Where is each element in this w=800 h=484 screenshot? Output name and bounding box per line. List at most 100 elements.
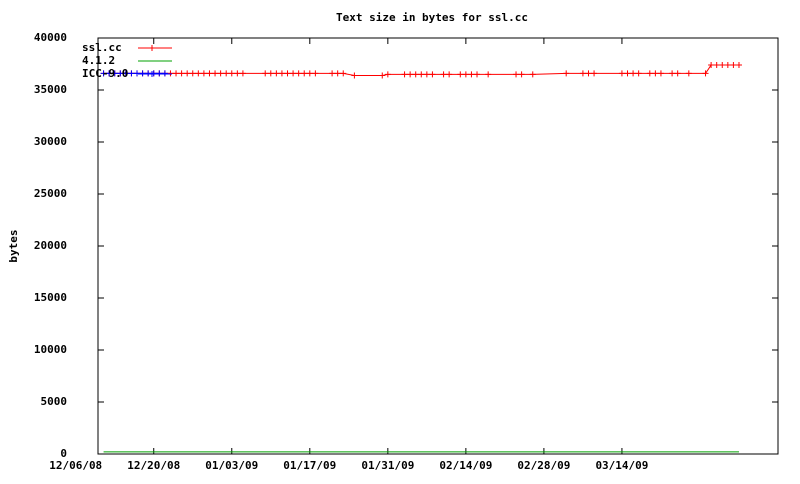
point-marker	[474, 71, 481, 78]
point-marker	[401, 71, 408, 78]
point-marker	[134, 70, 141, 77]
point-marker	[407, 71, 414, 78]
point-marker	[418, 71, 425, 78]
point-marker	[239, 70, 246, 77]
point-marker	[657, 70, 664, 77]
point-marker	[306, 70, 313, 77]
legend-label: ICC-9.0	[82, 67, 128, 80]
y-axis-label: bytes	[7, 229, 20, 262]
point-marker	[184, 70, 191, 77]
point-marker	[708, 62, 715, 69]
point-marker	[122, 70, 129, 77]
point-marker	[284, 70, 291, 77]
point-marker	[206, 70, 213, 77]
point-marker	[585, 70, 592, 77]
point-marker	[646, 70, 653, 77]
point-marker	[485, 71, 492, 78]
point-marker	[212, 70, 219, 77]
y-tick-label: 35000	[34, 83, 67, 96]
legend-label: ssl.cc	[82, 41, 122, 54]
chart-title: Text size in bytes for ssl.cc	[336, 11, 528, 24]
point-marker	[329, 70, 336, 77]
point-marker	[111, 70, 118, 77]
point-marker	[189, 70, 196, 77]
x-tick-label: 02/28/09	[517, 459, 570, 472]
point-marker	[669, 70, 676, 77]
y-tick-label: 10000	[34, 343, 67, 356]
point-marker	[423, 71, 430, 78]
point-marker	[312, 70, 319, 77]
point-marker	[290, 70, 297, 77]
point-marker	[340, 70, 347, 77]
point-marker	[145, 70, 152, 77]
y-tick-label: 0	[60, 447, 67, 460]
point-marker	[429, 71, 436, 78]
point-marker	[635, 70, 642, 77]
y-tick-label: 15000	[34, 291, 67, 304]
x-tick-label: 01/31/09	[361, 459, 414, 472]
x-tick-label: 01/03/09	[205, 459, 258, 472]
point-marker	[117, 70, 124, 77]
point-marker	[630, 70, 637, 77]
point-marker	[730, 62, 737, 69]
point-marker	[228, 70, 235, 77]
point-marker	[273, 70, 280, 77]
point-marker	[685, 70, 692, 77]
point-marker	[579, 70, 586, 77]
point-marker	[735, 62, 742, 69]
x-tick-label: 01/17/09	[283, 459, 336, 472]
point-marker	[719, 62, 726, 69]
y-tick-label: 25000	[34, 187, 67, 200]
point-marker	[513, 71, 520, 78]
x-tick-label: 12/06/08	[49, 459, 102, 472]
point-marker	[100, 70, 107, 77]
point-marker	[234, 70, 241, 77]
point-marker	[462, 71, 469, 78]
point-marker	[262, 70, 269, 77]
point-marker	[563, 70, 570, 77]
x-tick-label: 02/14/09	[439, 459, 492, 472]
point-marker	[223, 70, 230, 77]
point-marker	[618, 70, 625, 77]
point-marker	[591, 70, 598, 77]
y-tick-label: 20000	[34, 239, 67, 252]
point-marker	[301, 70, 308, 77]
point-marker	[702, 70, 709, 77]
point-marker	[178, 70, 185, 77]
point-marker	[446, 71, 453, 78]
point-marker	[139, 70, 146, 77]
point-marker	[334, 70, 341, 77]
point-marker	[384, 71, 391, 78]
point-marker	[457, 71, 464, 78]
point-marker	[295, 70, 302, 77]
point-marker	[278, 70, 285, 77]
x-tick-label: 03/14/09	[595, 459, 648, 472]
point-marker	[440, 71, 447, 78]
point-marker	[468, 71, 475, 78]
point-marker	[167, 70, 174, 77]
point-marker	[156, 70, 163, 77]
point-marker	[351, 72, 358, 79]
point-marker	[200, 70, 207, 77]
point-marker	[173, 70, 180, 77]
point-marker	[161, 70, 168, 77]
point-marker	[624, 70, 631, 77]
point-marker	[195, 70, 202, 77]
point-marker	[128, 70, 135, 77]
y-tick-label: 30000	[34, 135, 67, 148]
point-marker	[713, 62, 720, 69]
y-tick-label: 5000	[41, 395, 68, 408]
point-marker	[529, 71, 536, 78]
plot-frame	[97, 37, 779, 455]
point-marker	[379, 72, 386, 79]
point-marker	[674, 70, 681, 77]
point-marker	[724, 62, 731, 69]
point-marker	[518, 71, 525, 78]
legend-label: 4.1.2	[82, 54, 115, 67]
y-tick-label: 40000	[34, 31, 67, 44]
point-marker	[267, 70, 274, 77]
point-marker	[106, 70, 113, 77]
x-tick-label: 12/20/08	[127, 459, 180, 472]
